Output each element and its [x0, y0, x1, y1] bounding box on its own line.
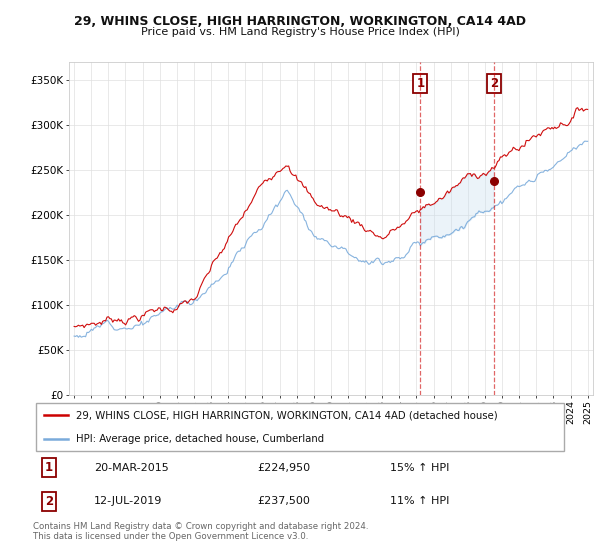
- Text: 15% ↑ HPI: 15% ↑ HPI: [390, 463, 449, 473]
- Text: 1: 1: [45, 461, 53, 474]
- Text: Price paid vs. HM Land Registry's House Price Index (HPI): Price paid vs. HM Land Registry's House …: [140, 27, 460, 37]
- Text: £237,500: £237,500: [258, 496, 311, 506]
- Text: 1: 1: [416, 77, 424, 90]
- Text: 2: 2: [45, 494, 53, 508]
- Text: 2: 2: [490, 77, 498, 90]
- FancyBboxPatch shape: [36, 403, 564, 451]
- Text: 11% ↑ HPI: 11% ↑ HPI: [390, 496, 449, 506]
- Text: 12-JUL-2019: 12-JUL-2019: [94, 496, 163, 506]
- Text: 29, WHINS CLOSE, HIGH HARRINGTON, WORKINGTON, CA14 4AD (detached house): 29, WHINS CLOSE, HIGH HARRINGTON, WORKIN…: [76, 410, 497, 420]
- Text: 29, WHINS CLOSE, HIGH HARRINGTON, WORKINGTON, CA14 4AD: 29, WHINS CLOSE, HIGH HARRINGTON, WORKIN…: [74, 15, 526, 28]
- Text: £224,950: £224,950: [258, 463, 311, 473]
- Text: Contains HM Land Registry data © Crown copyright and database right 2024.
This d: Contains HM Land Registry data © Crown c…: [33, 522, 368, 542]
- Text: HPI: Average price, detached house, Cumberland: HPI: Average price, detached house, Cumb…: [76, 434, 324, 444]
- Text: 20-MAR-2015: 20-MAR-2015: [94, 463, 169, 473]
